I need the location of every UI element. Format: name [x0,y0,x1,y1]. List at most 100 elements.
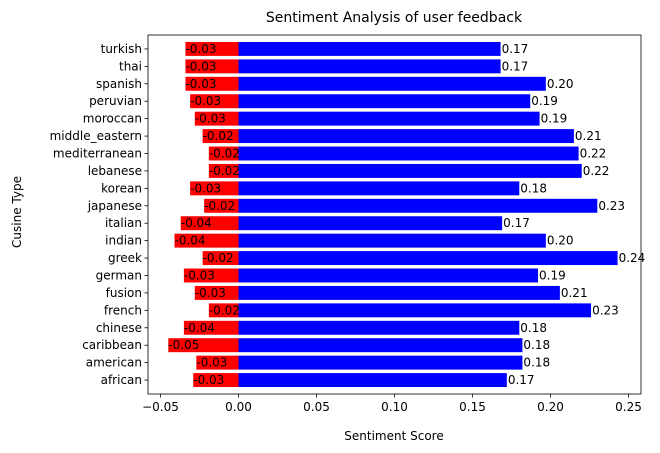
data-label-positive-indian: 0.20 [547,234,574,248]
data-label-positive-japanese: 0.23 [598,199,625,213]
positive-bar-turkish [238,41,501,56]
y-tick-label-thai: thai [119,59,142,73]
negative-bar-thai [185,59,239,74]
data-label-positive-thai: 0.17 [502,59,529,73]
y-tick-label-french: french [104,303,142,317]
plot-area: -0.03 -0.03 -0.05 -0.04 -0.02 -0.03 -0.03 -0.02… [50,34,645,414]
y-tick-label-lebanese: lebanese [88,164,142,178]
y-tick-label-italian: italian [105,216,142,230]
data-label-positive-mediterranean: 0.22 [580,147,607,161]
data-label-positive-caribbean: 0.18 [523,338,550,352]
x-tick-label-6: 0.25 [615,400,642,414]
negative-bar-caribbean [168,338,239,353]
positive-bar-american [238,355,523,370]
data-label-negative-caribbean: -0.05 [168,338,199,352]
y-tick-label-greek: greek [108,251,142,265]
data-label-positive-chinese: 0.18 [520,321,547,335]
data-label-negative-indian: -0.04 [175,234,206,248]
positive-bar-spanish [238,76,546,91]
data-label-negative-turkish: -0.03 [185,42,216,56]
negative-bar-turkish [185,41,239,56]
x-axis-label: Sentiment Score [344,429,443,443]
data-label-negative-french: -0.02 [209,303,240,317]
negative-bar-american [196,355,239,370]
y-tick-label-american: american [86,356,142,370]
negative-bar-fusion [194,285,239,300]
negative-bar-greek [202,251,239,266]
y-tick-label-middle_eastern: middle_eastern [50,129,142,143]
negative-bar-mediterranean [208,146,239,161]
data-label-positive-american: 0.18 [523,356,550,370]
data-label-positive-middle_eastern: 0.21 [575,129,602,143]
negative-bar-japanese [204,198,239,213]
data-label-positive-turkish: 0.17 [502,42,529,56]
y-tick-label-chinese: chinese [96,321,142,335]
data-label-positive-french: 0.23 [592,303,619,317]
data-label-positive-lebanese: 0.22 [583,164,610,178]
data-label-negative-korean: -0.03 [190,181,221,195]
data-label-negative-american: -0.03 [196,356,227,370]
positive-bar-lebanese [238,163,582,178]
x-tick-label-5: 0.20 [537,400,564,414]
y-tick-label-mediterranean: mediterranean [53,147,142,161]
positive-bar-greek [238,251,618,266]
data-label-negative-german: -0.03 [184,268,215,282]
positive-bar-middle_eastern [238,129,574,144]
data-label-positive-moroccan: 0.19 [541,112,568,126]
data-label-positive-african: 0.17 [508,373,535,387]
positive-bar-french [238,303,592,318]
x-tick-label-3: 0.10 [381,400,408,414]
data-label-negative-greek: -0.02 [203,251,234,265]
y-tick-label-moroccan: moroccan [83,112,142,126]
data-label-negative-mediterranean: -0.02 [209,147,240,161]
negative-bar-korean [190,181,239,196]
data-label-negative-thai: -0.03 [185,59,216,73]
y-tick-label-african: african [101,373,142,387]
positive-bar-thai [238,59,501,74]
negative-bar-indian [174,233,239,248]
negative-bar-lebanese [208,163,239,178]
negative-bar-italian [180,216,239,231]
positive-bar-peruvian [238,94,531,109]
positive-bar-african [238,373,507,388]
x-tick-label-0: −0.05 [142,400,179,414]
negative-bar-african [193,373,239,388]
positive-bar-mediterranean [238,146,579,161]
y-tick-label-indian: indian [105,234,142,248]
chart-title: Sentiment Analysis of user feedback [266,10,523,26]
y-tick-label-spanish: spanish [96,77,142,91]
y-axis-label: Cusine Type [10,176,24,248]
y-tick-label-japanese: japanese [87,199,142,213]
data-label-negative-moroccan: -0.03 [195,112,226,126]
data-label-positive-spanish: 0.20 [547,77,574,91]
data-label-positive-korean: 0.18 [520,181,547,195]
y-tick-label-german: german [96,268,142,282]
negative-bar-chinese [183,320,239,335]
positive-bar-japanese [238,198,598,213]
data-label-negative-fusion: -0.03 [195,286,226,300]
negative-bar-peruvian [190,94,239,109]
positive-bar-italian [238,216,503,231]
data-label-positive-italian: 0.17 [503,216,530,230]
y-tick-label-turkish: turkish [101,42,142,56]
positive-bar-caribbean [238,338,523,353]
y-tick-label-fusion: fusion [106,286,142,300]
positive-bar-chinese [238,320,520,335]
positive-bar-fusion [238,285,560,300]
data-label-positive-fusion: 0.21 [561,286,588,300]
negative-bar-spanish [185,76,239,91]
positive-bar-moroccan [238,111,540,126]
negative-bar-german [183,268,239,283]
data-label-positive-peruvian: 0.19 [531,94,558,108]
positive-bar-indian [238,233,546,248]
x-tick-label-4: 0.15 [459,400,486,414]
data-label-negative-chinese: -0.04 [184,321,215,335]
x-tick-label-2: 0.05 [303,400,330,414]
data-label-positive-german: 0.19 [539,268,566,282]
data-label-negative-middle_eastern: -0.02 [203,129,234,143]
negative-bar-moroccan [194,111,239,126]
y-tick-label-caribbean: caribbean [82,338,142,352]
data-label-negative-african: -0.03 [193,373,224,387]
data-label-negative-lebanese: -0.02 [209,164,240,178]
